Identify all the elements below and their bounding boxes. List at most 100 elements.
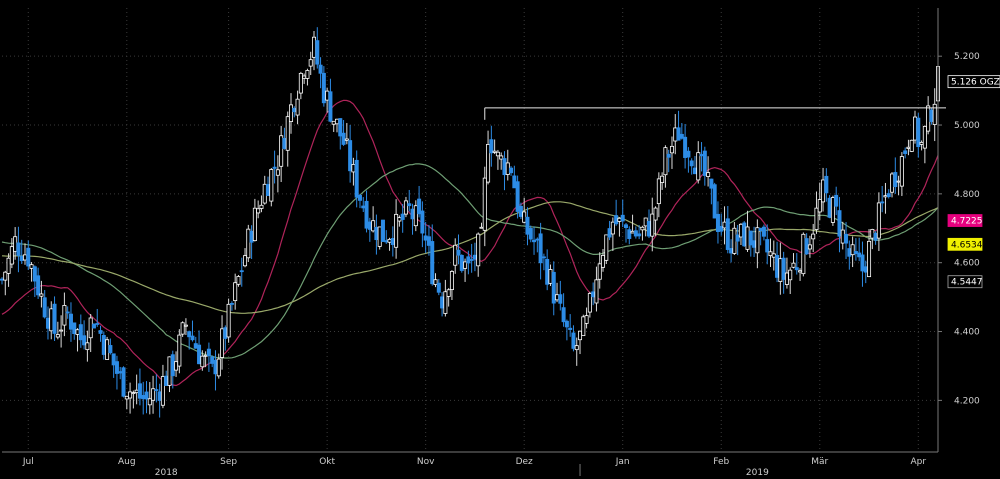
- candle-down: [729, 248, 734, 254]
- x-tick-label: Feb: [713, 457, 729, 467]
- candle-down: [627, 229, 632, 239]
- candle-up: [269, 169, 274, 202]
- price-tag-label: 4.7225: [951, 217, 983, 227]
- price-tags: 5.126 OGZD 4.7225 4.6534 4.5447: [947, 75, 1000, 289]
- candle-down: [857, 252, 862, 258]
- candle-up: [476, 233, 481, 267]
- candle-up: [3, 271, 8, 281]
- candle-down: [712, 184, 717, 219]
- candle-up: [88, 317, 93, 339]
- candle-up: [798, 270, 803, 273]
- candle-up: [650, 213, 655, 237]
- candle-down: [607, 228, 612, 238]
- candle-up: [174, 361, 179, 371]
- candle-up: [285, 116, 290, 151]
- candle-up: [275, 169, 280, 176]
- candle-down: [417, 198, 422, 215]
- candle-down: [502, 158, 507, 176]
- candle-down: [272, 166, 277, 169]
- candle-up: [62, 305, 67, 326]
- candle-down: [689, 160, 694, 167]
- y-axis: 4.200 4.400 4.600 4.800 5.000 5.200: [937, 8, 980, 452]
- candle-up: [105, 339, 110, 360]
- candle-down: [538, 233, 543, 264]
- candle-up: [548, 269, 553, 284]
- candle-down: [456, 249, 461, 256]
- candle-down: [292, 107, 297, 113]
- candle-down: [518, 205, 523, 217]
- candle-down: [561, 307, 566, 323]
- candle-up: [669, 145, 674, 154]
- candle-up: [922, 125, 927, 149]
- candle-up: [151, 388, 156, 401]
- candle-down: [121, 367, 126, 397]
- candle-up: [29, 264, 34, 269]
- candle-down: [407, 203, 412, 207]
- candle-up: [899, 156, 904, 187]
- x-tick-label: Jul: [22, 457, 34, 467]
- candle-down: [472, 254, 477, 260]
- candle-down: [646, 220, 651, 237]
- candle-down: [541, 256, 546, 259]
- candle-down: [860, 254, 865, 272]
- candle-down: [0, 278, 4, 281]
- candle-up: [505, 162, 510, 175]
- candle-up: [807, 244, 812, 250]
- candle-down: [775, 255, 780, 278]
- candle-down: [637, 233, 642, 237]
- candle-down: [440, 296, 445, 309]
- candle-down: [827, 197, 832, 218]
- candle-up: [39, 293, 44, 297]
- candle-up: [6, 257, 11, 274]
- candle-down: [354, 159, 359, 198]
- candle-up: [75, 329, 80, 335]
- y-tick-label: 4.400: [954, 328, 980, 338]
- candle-down: [223, 327, 228, 339]
- candle-down: [620, 214, 625, 222]
- x-tick-label: Dez: [516, 457, 533, 467]
- candle-up: [643, 217, 648, 227]
- candle-up: [305, 70, 310, 79]
- candle-up: [479, 226, 484, 229]
- candle-down: [863, 266, 868, 273]
- candle-up: [919, 141, 924, 145]
- candle-down: [341, 132, 346, 145]
- candle-down: [108, 345, 113, 354]
- candle-up: [755, 227, 760, 254]
- candle-down: [423, 235, 428, 241]
- candle-up: [279, 135, 284, 167]
- candle-down: [213, 359, 218, 375]
- candle-down: [528, 228, 533, 240]
- candle-up: [581, 316, 586, 337]
- candle-up: [771, 253, 776, 258]
- x-tick-label: Sep: [220, 457, 237, 467]
- candle-up: [926, 105, 931, 132]
- candle-down: [748, 230, 753, 246]
- candle-down: [157, 391, 162, 401]
- candle-down: [26, 247, 31, 267]
- candle-down: [364, 200, 369, 229]
- candle-down: [765, 239, 770, 253]
- candle-down: [190, 335, 195, 341]
- candle-down: [824, 175, 829, 194]
- candle-down: [571, 332, 576, 349]
- candle-up: [308, 59, 313, 67]
- candle-down: [702, 150, 707, 176]
- candle-up: [55, 334, 60, 338]
- candle-up: [131, 392, 136, 395]
- y-tick-label: 5.200: [954, 52, 980, 62]
- candle-down: [436, 282, 441, 293]
- candle-down: [624, 224, 629, 229]
- candle-down: [32, 266, 37, 282]
- candle-up: [499, 155, 504, 160]
- candle-up: [9, 246, 14, 265]
- candle-up: [160, 376, 165, 406]
- candle-up: [147, 398, 152, 406]
- candle-down: [489, 139, 494, 154]
- candle-down: [679, 133, 684, 139]
- candle-down: [614, 215, 619, 225]
- candle-up: [463, 261, 468, 269]
- candle-up: [768, 251, 773, 257]
- candle-down: [420, 210, 425, 234]
